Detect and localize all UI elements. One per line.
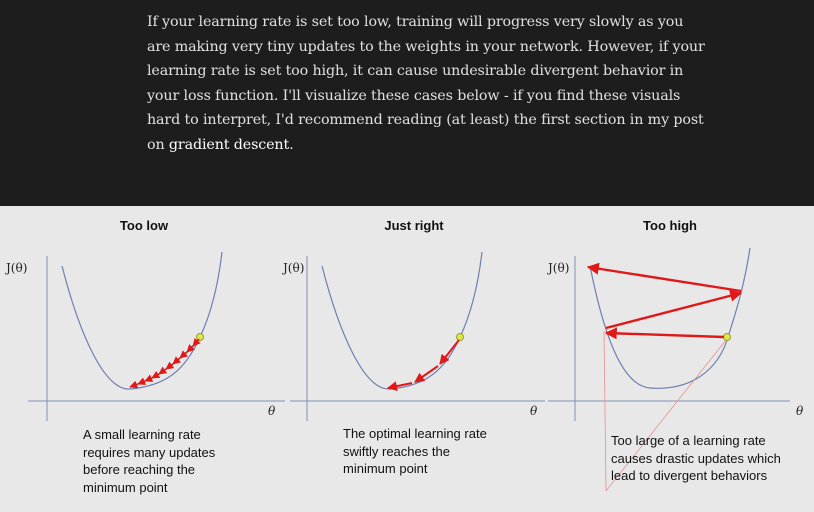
- article-text: If your learning rate is set too low, tr…: [147, 14, 705, 153]
- cost-curve: [321, 251, 483, 390]
- caption-too-high: Too large of a learning rate causes dras…: [611, 433, 781, 483]
- update-steps: [387, 339, 460, 392]
- gradient-descent-link[interactable]: gradient descent: [168, 136, 290, 153]
- panel-just-right: [290, 251, 545, 421]
- learning-rate-figure: Too low Just right Too high J(θ) J(θ) J(…: [0, 206, 814, 512]
- y-axis-label-2: J(θ): [283, 261, 305, 275]
- caption-just-right: The optimal learning rate swiftly reache…: [343, 426, 487, 476]
- x-axis-label-1: θ: [268, 404, 276, 418]
- x-axis-label-3: θ: [796, 404, 804, 418]
- start-point: [456, 333, 464, 341]
- panel-title-too-high: Too high: [643, 218, 697, 233]
- article-end: .: [289, 136, 294, 153]
- learning-rate-plots: [28, 247, 790, 492]
- y-axis-label-1: J(θ): [6, 261, 28, 275]
- panel-too-low: [28, 251, 285, 421]
- start-point: [723, 333, 731, 341]
- panel-too-high: [548, 247, 790, 492]
- cost-curve: [61, 251, 223, 390]
- caption-too-low: A small learning rate requires many upda…: [83, 427, 216, 495]
- article-paragraph: If your learning rate is set too low, tr…: [147, 10, 707, 157]
- x-axis-label-2: θ: [530, 404, 538, 418]
- start-point: [196, 333, 204, 341]
- panel-title-just-right: Just right: [384, 218, 444, 233]
- update-steps: [129, 337, 201, 389]
- cost-curve: [589, 247, 751, 389]
- panel-title-too-low: Too low: [119, 218, 169, 233]
- y-axis-label-3: J(θ): [548, 261, 570, 275]
- update-steps: [586, 262, 743, 340]
- callout-lines: [603, 330, 727, 492]
